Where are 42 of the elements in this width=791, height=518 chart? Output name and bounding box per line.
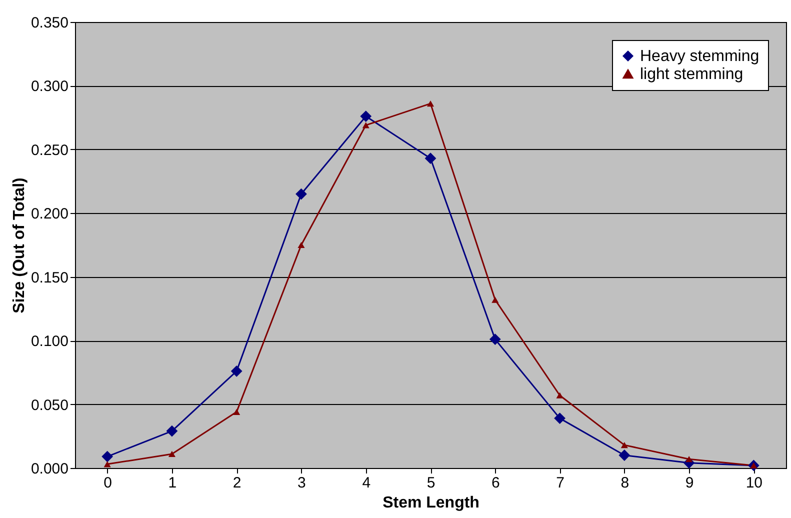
point [492,296,499,303]
x-tick-label: 9 [685,474,694,492]
y-tick-label: 0.250 [30,142,68,159]
y-axis-title: Size (Out of Total) [10,178,28,314]
x-tick-label: 5 [426,474,436,492]
y-tick-label: 0.350 [30,14,68,32]
point [168,450,176,458]
y-tick-label: 0.050 [30,396,68,414]
point [230,365,242,377]
x-tick-label: 7 [556,474,564,492]
x-tick-label: 8 [620,474,630,492]
point [166,425,178,437]
x-tick-label: 6 [491,474,500,492]
point [556,392,564,398]
y-tick-label: 0.150 [30,269,68,286]
point [686,456,693,462]
x-tick-label: 1 [168,474,177,492]
point [360,110,372,122]
point [489,334,501,345]
x-tick-label: 2 [232,474,242,492]
x-tick-label: 10 [746,474,763,492]
point [362,122,370,128]
y-tick-label: 0.200 [30,206,68,223]
x-tick-label: 3 [298,474,306,492]
x-axis-title: Stem Length [382,494,480,512]
x-tick-label: 0 [104,474,112,492]
point [104,461,111,468]
point [620,442,628,448]
y-tick-label: 0.100 [30,333,68,350]
y-tick-label: 0.300 [30,78,68,96]
point [233,408,240,415]
point [102,450,114,462]
point [296,188,307,200]
legend-label: Heavy stemming [640,48,760,65]
point [424,152,436,164]
point [618,450,630,461]
x-tick-label: 4 [362,474,371,492]
point [426,100,434,107]
legend-label: light stemming [640,66,744,83]
point [554,412,566,424]
y-tick-label: 0.000 [30,460,68,478]
point [298,242,305,248]
